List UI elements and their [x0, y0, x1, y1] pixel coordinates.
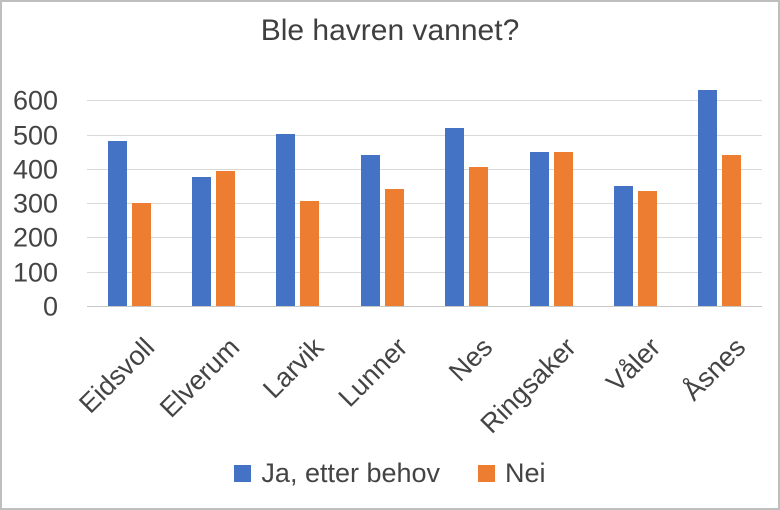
legend-swatch-nei [478, 465, 496, 482]
x-axis-label-åsnes: Åsnes [676, 332, 752, 407]
bar-ja-ringsaker [530, 152, 549, 306]
y-tick-label-400: 400 [12, 154, 58, 185]
legend-item-ja: Ja, etter behov [234, 458, 440, 489]
bar-nei-ringsaker [554, 152, 573, 306]
x-axis-label-lunner: Lunner [332, 332, 414, 413]
gridline-300 [87, 203, 762, 205]
bar-ja-lunner [361, 155, 380, 306]
gridline-400 [87, 168, 762, 170]
bar-nei-lunner [385, 189, 404, 306]
y-tick-label-200: 200 [12, 222, 58, 253]
gridline-600 [87, 100, 762, 102]
bar-ja-nes [445, 128, 464, 306]
chart-title: Ble havren vannet? [260, 14, 520, 47]
x-axis-label-nes: Nes [443, 332, 499, 388]
y-tick-label-0: 0 [42, 291, 58, 322]
bar-ja-elverum [192, 177, 211, 306]
y-tick-label-100: 100 [12, 257, 58, 288]
gridline-500 [87, 134, 762, 136]
y-axis-labels: 0 100 200 300 400 500 600 [2, 2, 58, 508]
bar-nei-våler [638, 191, 657, 306]
bar-ja-eidsvoll [108, 141, 127, 306]
bar-nei-eidsvoll [132, 203, 151, 306]
bar-nei-nes [469, 167, 488, 306]
bar-ja-åsnes [698, 90, 717, 306]
gridline-200 [87, 237, 762, 239]
x-axis-label-elverum: Elverum [153, 332, 246, 424]
x-axis-label-larvik: Larvik [257, 332, 330, 405]
legend-label-nei: Nei [505, 458, 546, 488]
legend-label-ja: Ja, etter behov [261, 458, 441, 488]
x-axis-labels: Eidsvoll Elverum Larvik Lunner Nes Ringsaker V… [73, 318, 762, 448]
y-tick-label-600: 600 [12, 85, 58, 116]
y-tick-label-300: 300 [12, 188, 58, 219]
plot-area [87, 62, 762, 307]
bar-ja-larvik [276, 134, 295, 306]
x-axis-label-eidsvoll: Eidsvoll [73, 332, 161, 420]
legend-swatch-ja [234, 465, 252, 482]
x-axis-line [87, 306, 762, 307]
bar-ja-våler [614, 186, 633, 306]
bar-nei-elverum [216, 171, 235, 306]
gridline-100 [87, 271, 762, 273]
legend-item-nei: Nei [478, 458, 546, 489]
x-axis-label-våler: Våler [600, 332, 667, 398]
bar-nei-åsnes [722, 155, 741, 306]
y-tick-label-500: 500 [12, 120, 58, 150]
legend: Ja, etter behov Nei [2, 458, 778, 489]
bar-nei-larvik [300, 201, 319, 306]
